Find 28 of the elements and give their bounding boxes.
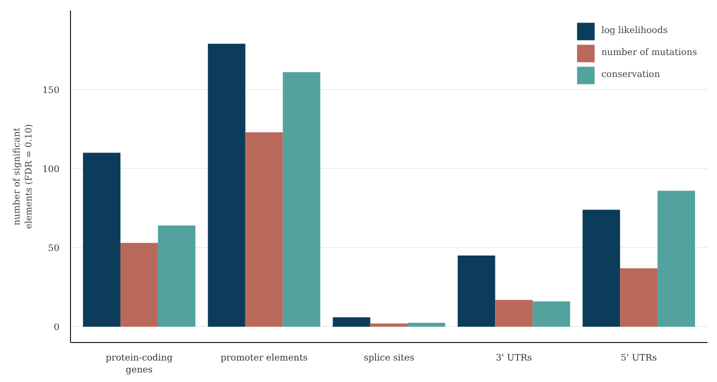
y-tick-label: 100 <box>42 165 60 176</box>
bar <box>532 301 570 327</box>
y-tick-label: 0 <box>54 323 60 334</box>
bar <box>158 226 196 327</box>
legend-label: number of mutations <box>601 48 697 58</box>
bar <box>120 242 158 327</box>
bar <box>620 268 658 327</box>
y-tick-label: 150 <box>42 86 60 96</box>
y-axis-title: number of significant elements (FDR = 0.10) <box>12 124 34 229</box>
x-tick-label: 5' UTRs <box>620 354 658 364</box>
bar <box>408 322 446 327</box>
bar <box>495 300 533 327</box>
x-tick-label: promoter elements <box>220 354 308 364</box>
legend-label: log likelihoods <box>601 26 668 36</box>
legend-label: conservation <box>601 70 660 80</box>
bar <box>582 210 620 327</box>
bar <box>245 132 283 327</box>
x-tick-label: 3' UTRs <box>496 354 532 364</box>
bar <box>332 317 370 327</box>
bar <box>658 190 696 327</box>
bar <box>370 324 408 327</box>
bar <box>208 44 246 327</box>
bar <box>282 72 320 327</box>
x-tick-label: splice sites <box>364 354 415 364</box>
y-tick-label: 50 <box>48 244 60 254</box>
bar <box>82 152 120 327</box>
x-tick-label: protein-coding genes <box>106 354 173 376</box>
bar <box>458 256 496 327</box>
